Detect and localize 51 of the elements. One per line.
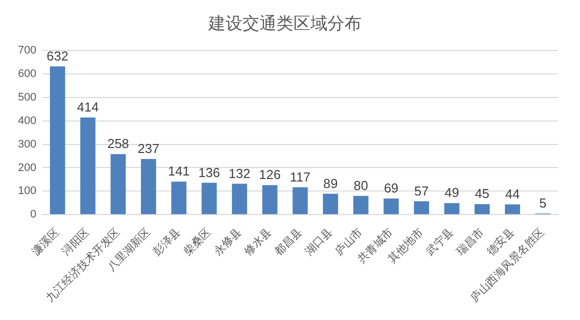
y-tick-label: 400 [18,114,36,127]
bar [262,185,278,214]
bar [353,196,368,214]
chart-title: 建设交通类区域分布 [208,14,362,33]
data-label: 80 [354,178,368,193]
y-tick-label: 600 [18,68,36,80]
y-tick-label: 100 [18,185,36,198]
data-label: 141 [168,164,190,179]
data-label: 69 [384,180,398,196]
bar [50,66,66,214]
x-tick-label: 都昌县 [272,225,304,258]
bar [292,187,308,214]
bar [322,194,338,214]
data-label: 44 [505,186,520,202]
x-tick-label: 柴桑区 [180,225,214,258]
bar [110,154,126,214]
data-label: 136 [198,164,220,180]
data-label: 49 [444,185,460,200]
bar [171,182,186,214]
bar [140,159,156,214]
data-label: 5 [539,196,546,211]
y-tick-label: 200 [18,162,36,174]
data-label: 632 [46,48,68,64]
data-label: 117 [290,169,311,184]
y-tick-label: 500 [18,91,36,104]
y-tick-label: 300 [18,138,36,150]
x-tick-label: 濂溪区 [29,225,62,258]
data-label: 258 [107,136,130,152]
bar [474,204,490,214]
bar [384,198,399,214]
x-tick-label: 彭泽县 [150,225,184,258]
x-tick-label: 瑞昌市 [454,225,486,258]
data-label: 89 [323,176,338,191]
bar [504,204,520,214]
data-label: 132 [228,166,250,181]
x-tick-label: 永修县 [211,225,244,258]
bar [232,184,248,214]
x-tick-label: 湖口县 [302,226,335,258]
y-tick-label: 700 [18,44,36,56]
x-tick-label: 修水县 [242,225,274,258]
bar [202,182,217,214]
bar [444,203,460,214]
data-label: 57 [414,183,429,198]
bar [414,201,430,214]
data-label: 45 [474,186,490,202]
y-tick-label: 0 [30,208,36,221]
data-label: 237 [138,141,160,156]
data-label: 414 [77,100,99,115]
bar [80,118,96,214]
x-tick-label: 武宁县 [424,225,456,258]
data-label: 126 [258,167,281,182]
